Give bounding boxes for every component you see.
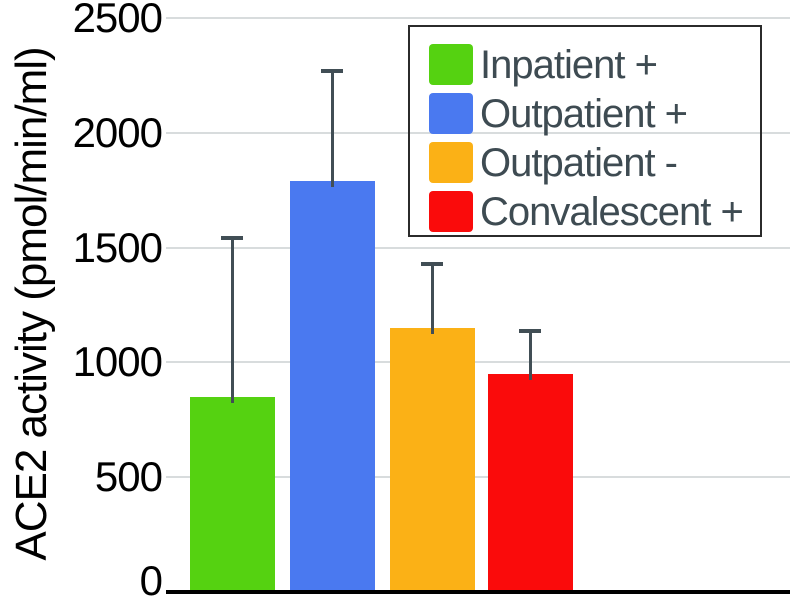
bar-inpatient [189, 396, 275, 592]
error-bar-line-convalescent [528, 331, 532, 380]
legend-swatch-outpatient [429, 93, 473, 134]
error-bar-cap-convalescent [519, 329, 541, 334]
legend-swatch-outpatient [429, 142, 473, 183]
legend-label-inpatient: Inpatient + [480, 42, 658, 87]
legend: Inpatient + Outpatient + Outpatient - Conva… [408, 25, 762, 237]
gridline-1000 [166, 361, 790, 364]
x-axis-line [166, 590, 790, 594]
y-tick-label-2500: 2500 [72, 0, 163, 41]
gridline-2500 [166, 17, 790, 19]
y-tick-label-500: 500 [94, 453, 163, 501]
legend-item-inpatient: Inpatient + [410, 40, 760, 89]
legend-item-outpatient: Outpatient - [410, 138, 760, 187]
error-bar-line-outpatient [330, 70, 334, 187]
bar-convalescent [487, 373, 573, 592]
legend-label-convalescent: Convalescent + [480, 189, 744, 234]
bar-outpatient [289, 181, 375, 592]
y-tick-label-1500: 1500 [72, 223, 163, 271]
error-bar-line-outpatient [430, 263, 434, 334]
y-tick-label-0: 0 [139, 557, 163, 604]
error-bar-cap-inpatient [221, 236, 243, 241]
y-tick-label-1000: 1000 [72, 338, 163, 386]
legend-label-outpatient: Outpatient + [480, 91, 688, 136]
legend-item-convalescent: Convalescent + [410, 187, 760, 236]
legend-swatch-convalescent [429, 191, 473, 232]
bar-outpatient [389, 327, 475, 592]
error-bar-cap-outpatient [421, 261, 443, 266]
error-bar-cap-outpatient [321, 68, 343, 73]
legend-swatch-inpatient [429, 44, 473, 85]
y-axis-label: ACE2 activity (pmol/min/ml) [7, 47, 56, 561]
y-tick-label-2000: 2000 [72, 108, 163, 156]
error-bar-line-inpatient [230, 238, 234, 403]
gridline-2000 [166, 131, 790, 134]
gridline-500 [166, 476, 790, 479]
gridline-1500 [166, 246, 790, 249]
legend-item-outpatient: Outpatient + [410, 89, 760, 138]
legend-label-outpatient: Outpatient - [480, 140, 678, 185]
